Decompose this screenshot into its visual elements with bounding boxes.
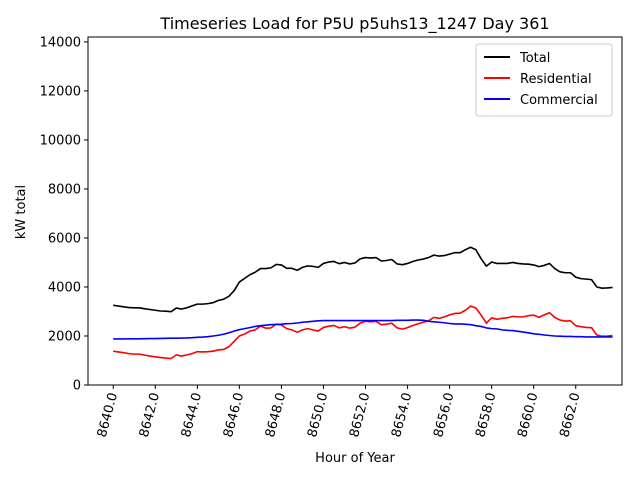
y-tick-label: 8000 xyxy=(48,182,81,197)
y-tick-label: 4000 xyxy=(48,280,81,295)
legend-label-total: Total xyxy=(519,51,550,66)
plot-frame xyxy=(87,36,623,386)
y-tick-label: 6000 xyxy=(48,231,81,246)
x-axis-label: Hour of Year xyxy=(315,451,395,466)
y-axis-label: kW total xyxy=(14,185,29,239)
y-tick-label: 0 xyxy=(73,379,81,394)
legend: Total Residential Commercial xyxy=(475,43,613,117)
legend-label-commercial: Commercial xyxy=(520,93,598,108)
y-tick-label: 14000 xyxy=(40,35,81,50)
y-tick-label: 2000 xyxy=(48,329,81,344)
legend-label-residential: Residential xyxy=(520,72,592,87)
chart-title: Timeseries Load for P5U p5uhs13_1247 Day… xyxy=(159,14,549,34)
y-tick-label: 10000 xyxy=(40,133,81,148)
y-axis-ticks: 0 2000 4000 6000 8000 10000 12000 14000 xyxy=(40,35,88,394)
series-line-total xyxy=(113,246,613,313)
series-layer xyxy=(113,246,613,360)
series-line-residential xyxy=(113,305,613,360)
series-line-commercial xyxy=(113,319,613,340)
y-tick-label: 12000 xyxy=(40,84,81,99)
